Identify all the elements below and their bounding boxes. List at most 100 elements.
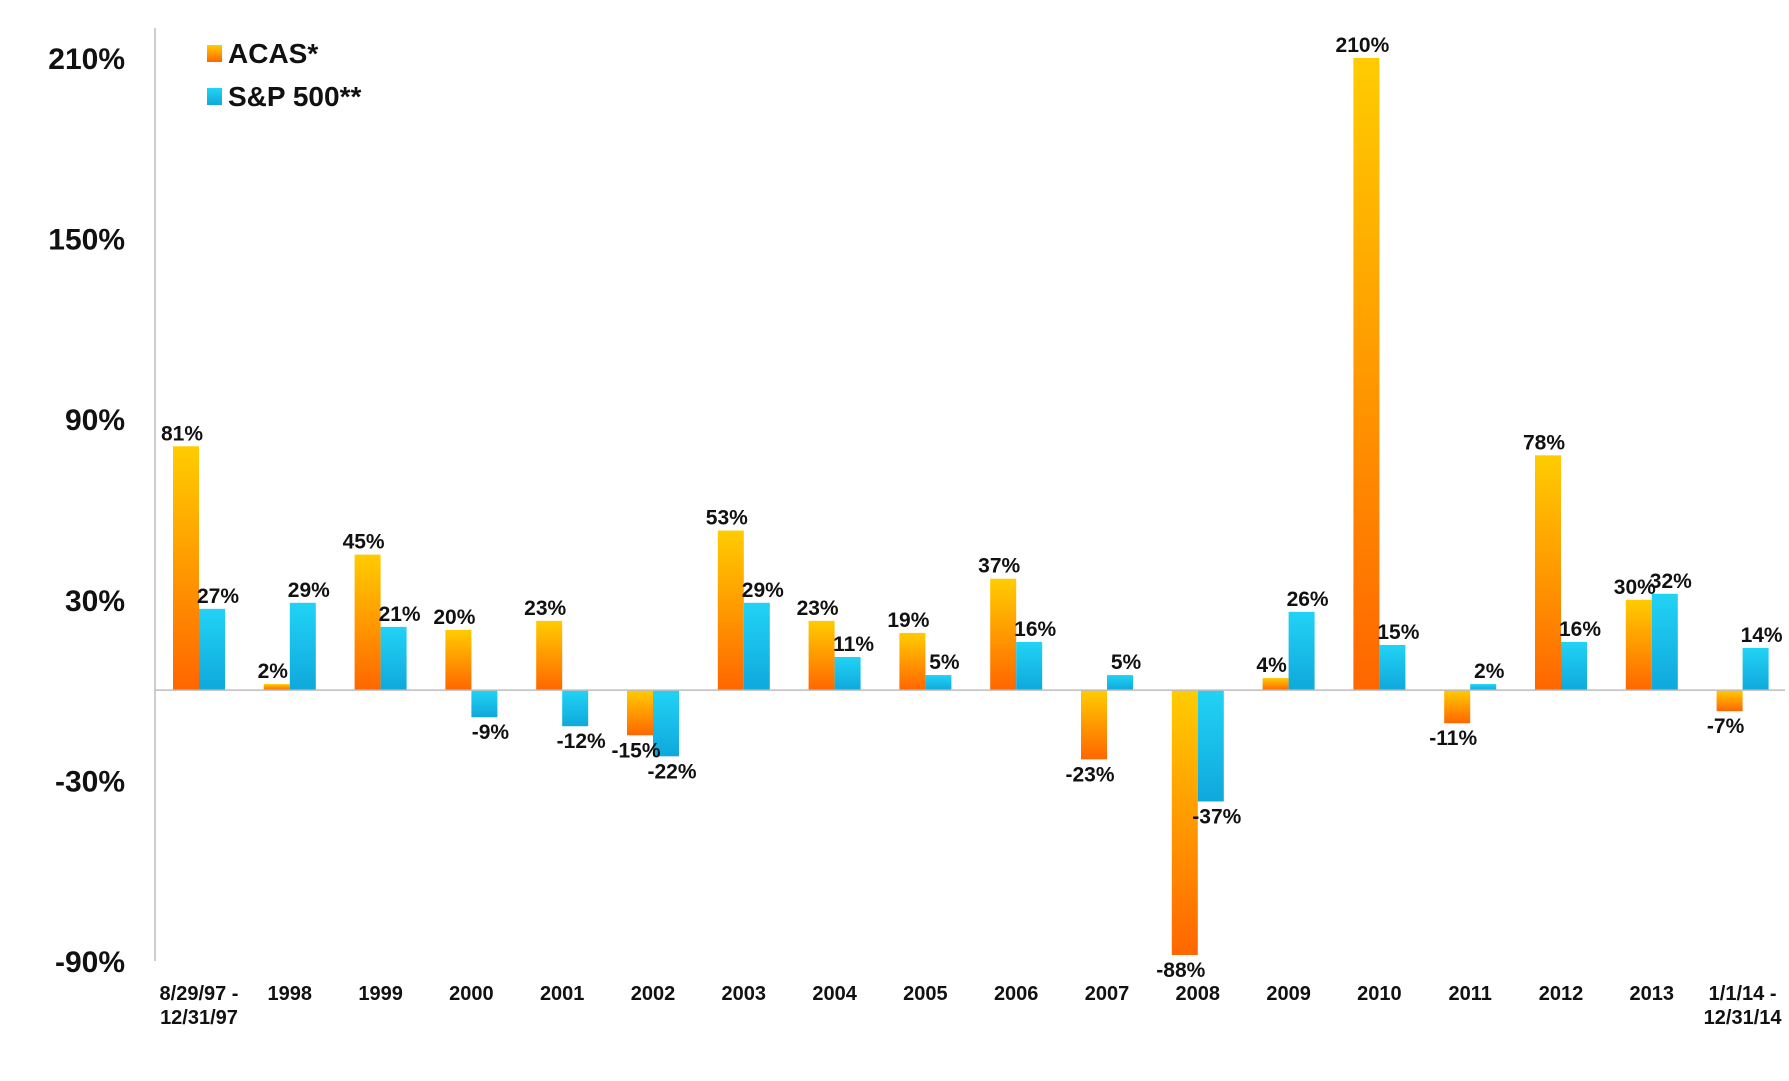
- bar-sp500: [1016, 641, 1043, 691]
- data-label-sp500: -12%: [557, 730, 606, 753]
- x-tick-label: 2005: [903, 983, 948, 1005]
- data-label-sp500: 2%: [1474, 660, 1505, 683]
- bar-acas: [1081, 690, 1107, 760]
- y-tick-label: -30%: [55, 765, 125, 798]
- x-tick-label: 2006: [994, 983, 1039, 1005]
- data-label-acas: -11%: [1429, 727, 1477, 750]
- bar-acas: [1262, 678, 1289, 691]
- bar-sp500: [1107, 675, 1133, 691]
- data-label-sp500: 32%: [1650, 570, 1692, 593]
- data-label-sp500: 15%: [1377, 621, 1419, 644]
- y-axis: -90% -30% 30% 90% 150% 210%: [48, 28, 156, 979]
- data-label-acas: 20%: [433, 606, 475, 629]
- bar-acas: [1716, 690, 1743, 712]
- bar-sp500: [199, 608, 225, 691]
- y-tick-label: 90%: [65, 404, 125, 437]
- data-label-sp500: -22%: [647, 760, 696, 783]
- bar-sp500: [562, 690, 589, 727]
- legend: ACAS* S&P 500**: [207, 38, 361, 112]
- data-label-acas: -88%: [1156, 959, 1205, 982]
- x-tick-label: 2011: [1449, 983, 1492, 1005]
- legend-item-acas: ACAS*: [207, 38, 318, 69]
- bar-sp500: [289, 602, 316, 691]
- data-label-sp500: 26%: [1287, 588, 1329, 611]
- data-label-sp500: 21%: [379, 603, 421, 626]
- x-tick-label: 2004: [812, 983, 857, 1005]
- bar-sp500: [834, 656, 861, 691]
- data-label-acas: 23%: [797, 597, 839, 620]
- x-tick-label: 2008: [1176, 983, 1221, 1005]
- data-label-acas: 81%: [161, 422, 203, 445]
- bar-acas: [808, 620, 835, 691]
- data-label-sp500: -9%: [472, 721, 510, 744]
- bar-sp500: [1288, 611, 1315, 691]
- bar-acas: [536, 620, 563, 691]
- data-label-acas: -23%: [1065, 763, 1114, 786]
- x-tick-label: 2003: [722, 983, 767, 1005]
- y-tick-label: 30%: [65, 585, 125, 618]
- data-label-sp500: 29%: [288, 579, 330, 602]
- data-label-sp500: 14%: [1741, 624, 1783, 647]
- data-label-sp500: 5%: [929, 651, 960, 674]
- bar-sp500: [653, 690, 679, 757]
- bar-acas: [717, 530, 744, 691]
- data-label-acas: 53%: [706, 507, 748, 530]
- data-label-acas: 23%: [524, 597, 566, 620]
- x-tick-label: 2012: [1539, 983, 1584, 1005]
- bar-acas: [1535, 455, 1561, 691]
- y-tick-label: 210%: [48, 43, 125, 76]
- data-label-acas: 19%: [887, 609, 929, 632]
- data-label-acas: 45%: [343, 531, 385, 554]
- bar-acas: [173, 446, 199, 691]
- x-axis-labels: 8/29/97 -12/31/97 1998 1999 2000 2001 2002 200…: [160, 983, 1783, 1029]
- bar-acas: [990, 578, 1017, 691]
- data-label-acas: 37%: [978, 555, 1020, 578]
- x-tick-label: 2007: [1085, 983, 1130, 1005]
- data-label-sp500: 5%: [1111, 651, 1142, 674]
- y-tick-label: -90%: [55, 946, 125, 979]
- data-label-sp500: 27%: [197, 585, 239, 608]
- x-tick-label: 2001: [540, 983, 585, 1005]
- data-label-sp500: -37%: [1192, 805, 1241, 828]
- bar-sp500: [1470, 684, 1497, 691]
- bar-sp500: [471, 690, 498, 718]
- data-label-acas: -7%: [1707, 715, 1745, 738]
- legend-label: ACAS*: [228, 38, 318, 69]
- legend-item-sp500: S&P 500**: [207, 81, 361, 112]
- bar-sp500: [1742, 647, 1769, 691]
- x-tick-label: 2000: [449, 983, 494, 1005]
- data-label-sp500: 29%: [742, 579, 784, 602]
- data-label-acas: -15%: [611, 739, 660, 762]
- legend-swatch: [207, 88, 222, 105]
- bar-acas: [1625, 599, 1652, 691]
- data-label-acas: 30%: [1614, 576, 1656, 599]
- legend-label: S&P 500**: [228, 81, 361, 112]
- x-tick-label: 2010: [1357, 983, 1402, 1005]
- data-label-acas: 2%: [258, 660, 289, 683]
- bar-sp500: [925, 675, 952, 691]
- x-tick-label: 1999: [358, 983, 403, 1005]
- bar-acas: [263, 684, 290, 691]
- bar-acas: [445, 629, 472, 691]
- bar-sp500: [380, 626, 407, 691]
- bar-sp500: [743, 602, 770, 691]
- x-tick-label: 2002: [631, 983, 676, 1005]
- bars: [173, 58, 1769, 955]
- bar-sp500: [1379, 644, 1406, 691]
- x-tick-label: 2013: [1630, 983, 1675, 1005]
- x-tick-label: 1/1/14 -12/31/14: [1704, 983, 1783, 1029]
- bar-acas: [1444, 690, 1471, 724]
- bar-sp500: [1651, 593, 1678, 691]
- bar-acas: [1171, 690, 1198, 955]
- data-label-sp500: 16%: [1014, 618, 1056, 641]
- y-tick-label: 150%: [48, 224, 125, 257]
- bar-sp500: [1197, 690, 1224, 802]
- bar-acas: [1353, 58, 1380, 691]
- data-label-acas: 78%: [1523, 431, 1565, 454]
- legend-swatch: [207, 45, 222, 62]
- x-tick-label: 8/29/97 -12/31/97: [160, 983, 239, 1029]
- x-tick-label: 1998: [268, 983, 313, 1005]
- bar-acas: [354, 554, 381, 691]
- bar-acas: [627, 690, 653, 736]
